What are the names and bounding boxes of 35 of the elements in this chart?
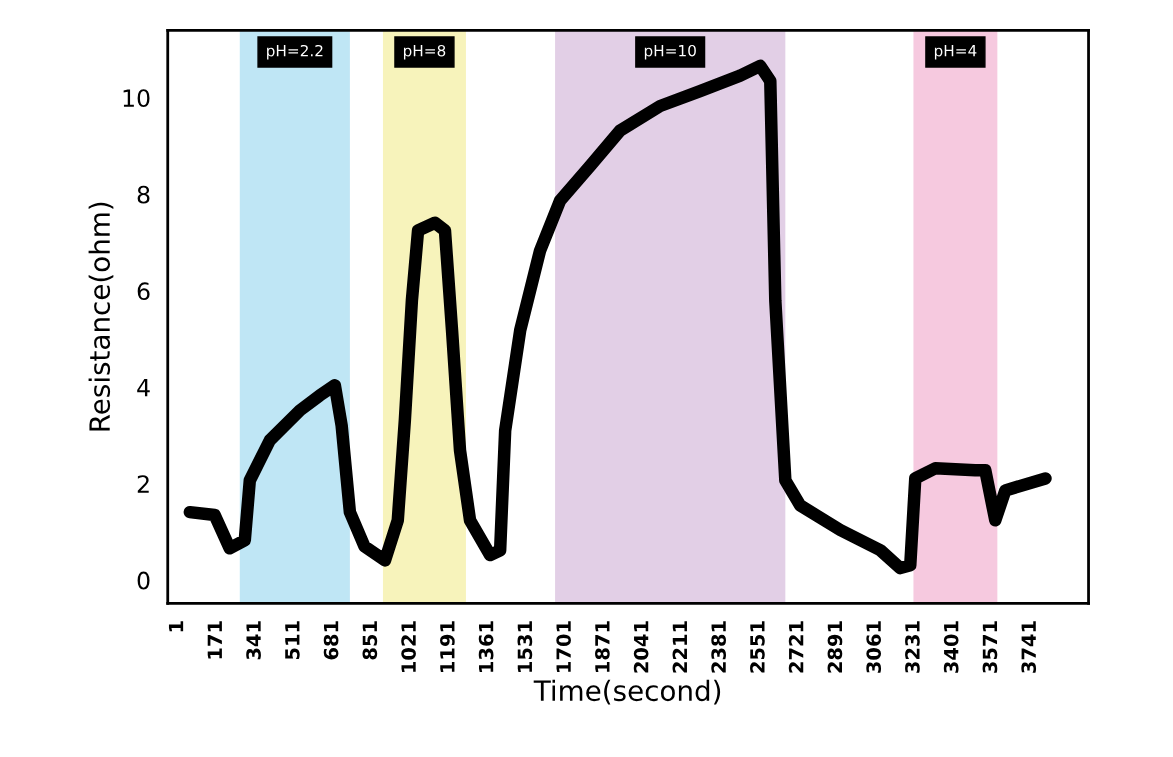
x-tick-label: 511 (285, 621, 300, 660)
x-tick-label: 3061 (866, 621, 882, 673)
x-tick-label: 851 (362, 621, 378, 660)
x-tick-label: 3741 (1021, 621, 1037, 673)
x-tick-label: 2891 (827, 621, 843, 673)
y-tick-label: 8 (137, 185, 150, 204)
y-tick-label: 0 (137, 571, 150, 590)
x-tick-label: 2381 (711, 621, 726, 673)
band-label: pH=4 (934, 45, 977, 60)
x-tick-label: 2551 (750, 621, 765, 673)
x-tick-label: 1 (168, 621, 184, 632)
x-tick-label: 1191 (440, 621, 455, 672)
x-tick-label: 2041 (633, 621, 649, 673)
y-tick-label: 4 (137, 378, 150, 397)
x-tick-label: 3571 (982, 621, 998, 673)
y-axis-title: Resistance(ohm) (88, 202, 114, 431)
x-tick-label: 2721 (788, 621, 804, 673)
x-tick-label: 1361 (478, 621, 494, 672)
x-tick-label: 341 (246, 621, 261, 660)
x-tick-label: 2211 (672, 621, 687, 673)
x-tick-label: 1531 (517, 621, 533, 672)
x-tick-label: 3401 (943, 621, 959, 673)
y-tick-label: 2 (137, 475, 149, 493)
x-tick-label: 3231 (905, 621, 920, 673)
band-label: pH=10 (644, 44, 696, 60)
x-tick-label: 1021 (401, 621, 416, 672)
band-label: pH=2.2 (267, 44, 323, 60)
x-axis-title: Time(second) (533, 679, 721, 705)
band-label: pH=8 (403, 44, 446, 60)
y-tick-label: 6 (137, 282, 150, 301)
y-tick-label: 10 (123, 89, 150, 108)
x-tick-label: 171 (207, 621, 222, 659)
x-tick-label: 681 (323, 621, 339, 660)
x-tick-label: 1701 (556, 621, 571, 672)
x-tick-label: 1871 (595, 621, 610, 672)
